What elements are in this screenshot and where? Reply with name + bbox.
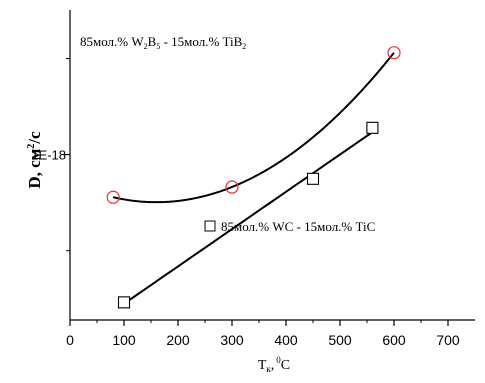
series-label-w2b5: 85мол.% W2B5 - 15мол.% TiB2 [80, 34, 246, 51]
data-point-circle [106, 190, 120, 204]
y-tick-label: 1E-18 [31, 148, 66, 163]
fit-line-series-1 [123, 131, 373, 305]
y-axis-label: D, см2/c [25, 131, 44, 189]
x-axis-label: Tк, 0C [258, 355, 290, 374]
x-tick-label-400: 400 [274, 332, 298, 348]
x-tick-label-0: 0 [66, 332, 74, 348]
data-point-circle [387, 46, 401, 60]
data-point-square [306, 172, 320, 185]
x-tick-label-200: 200 [166, 332, 190, 348]
data-point-square [366, 121, 379, 134]
legend-square-marker [204, 220, 216, 232]
series-label-wc: 85мол.% WC - 15мол.% TiC [221, 219, 375, 234]
x-axis-ticks: 0 100 200 300 400 500 600 700 [66, 320, 460, 348]
x-tick-label-300: 300 [220, 332, 244, 348]
data-point-square [117, 296, 131, 309]
x-tick-label-500: 500 [328, 332, 352, 348]
x-tick-label-600: 600 [382, 332, 406, 348]
x-tick-label-700: 700 [436, 332, 460, 348]
minor-tick-marks [66, 58, 70, 252]
data-markers [106, 46, 401, 309]
data-point-circle [225, 180, 239, 194]
fit-curves [112, 52, 395, 305]
x-tick-label-100: 100 [112, 332, 136, 348]
plot-frame [69, 10, 475, 321]
y-axis-ticks: 1E-18 [31, 148, 70, 163]
fit-line-series-0 [112, 52, 395, 204]
